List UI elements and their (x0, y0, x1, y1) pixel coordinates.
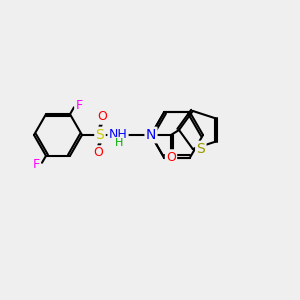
Text: O: O (97, 110, 107, 124)
Text: N: N (146, 128, 156, 142)
Text: NH: NH (109, 128, 128, 142)
Text: S: S (196, 142, 205, 156)
Text: F: F (32, 158, 40, 171)
Text: S: S (96, 128, 104, 142)
Text: O: O (166, 151, 176, 164)
Text: F: F (75, 99, 82, 112)
Text: H: H (115, 138, 123, 148)
Text: O: O (93, 146, 103, 160)
